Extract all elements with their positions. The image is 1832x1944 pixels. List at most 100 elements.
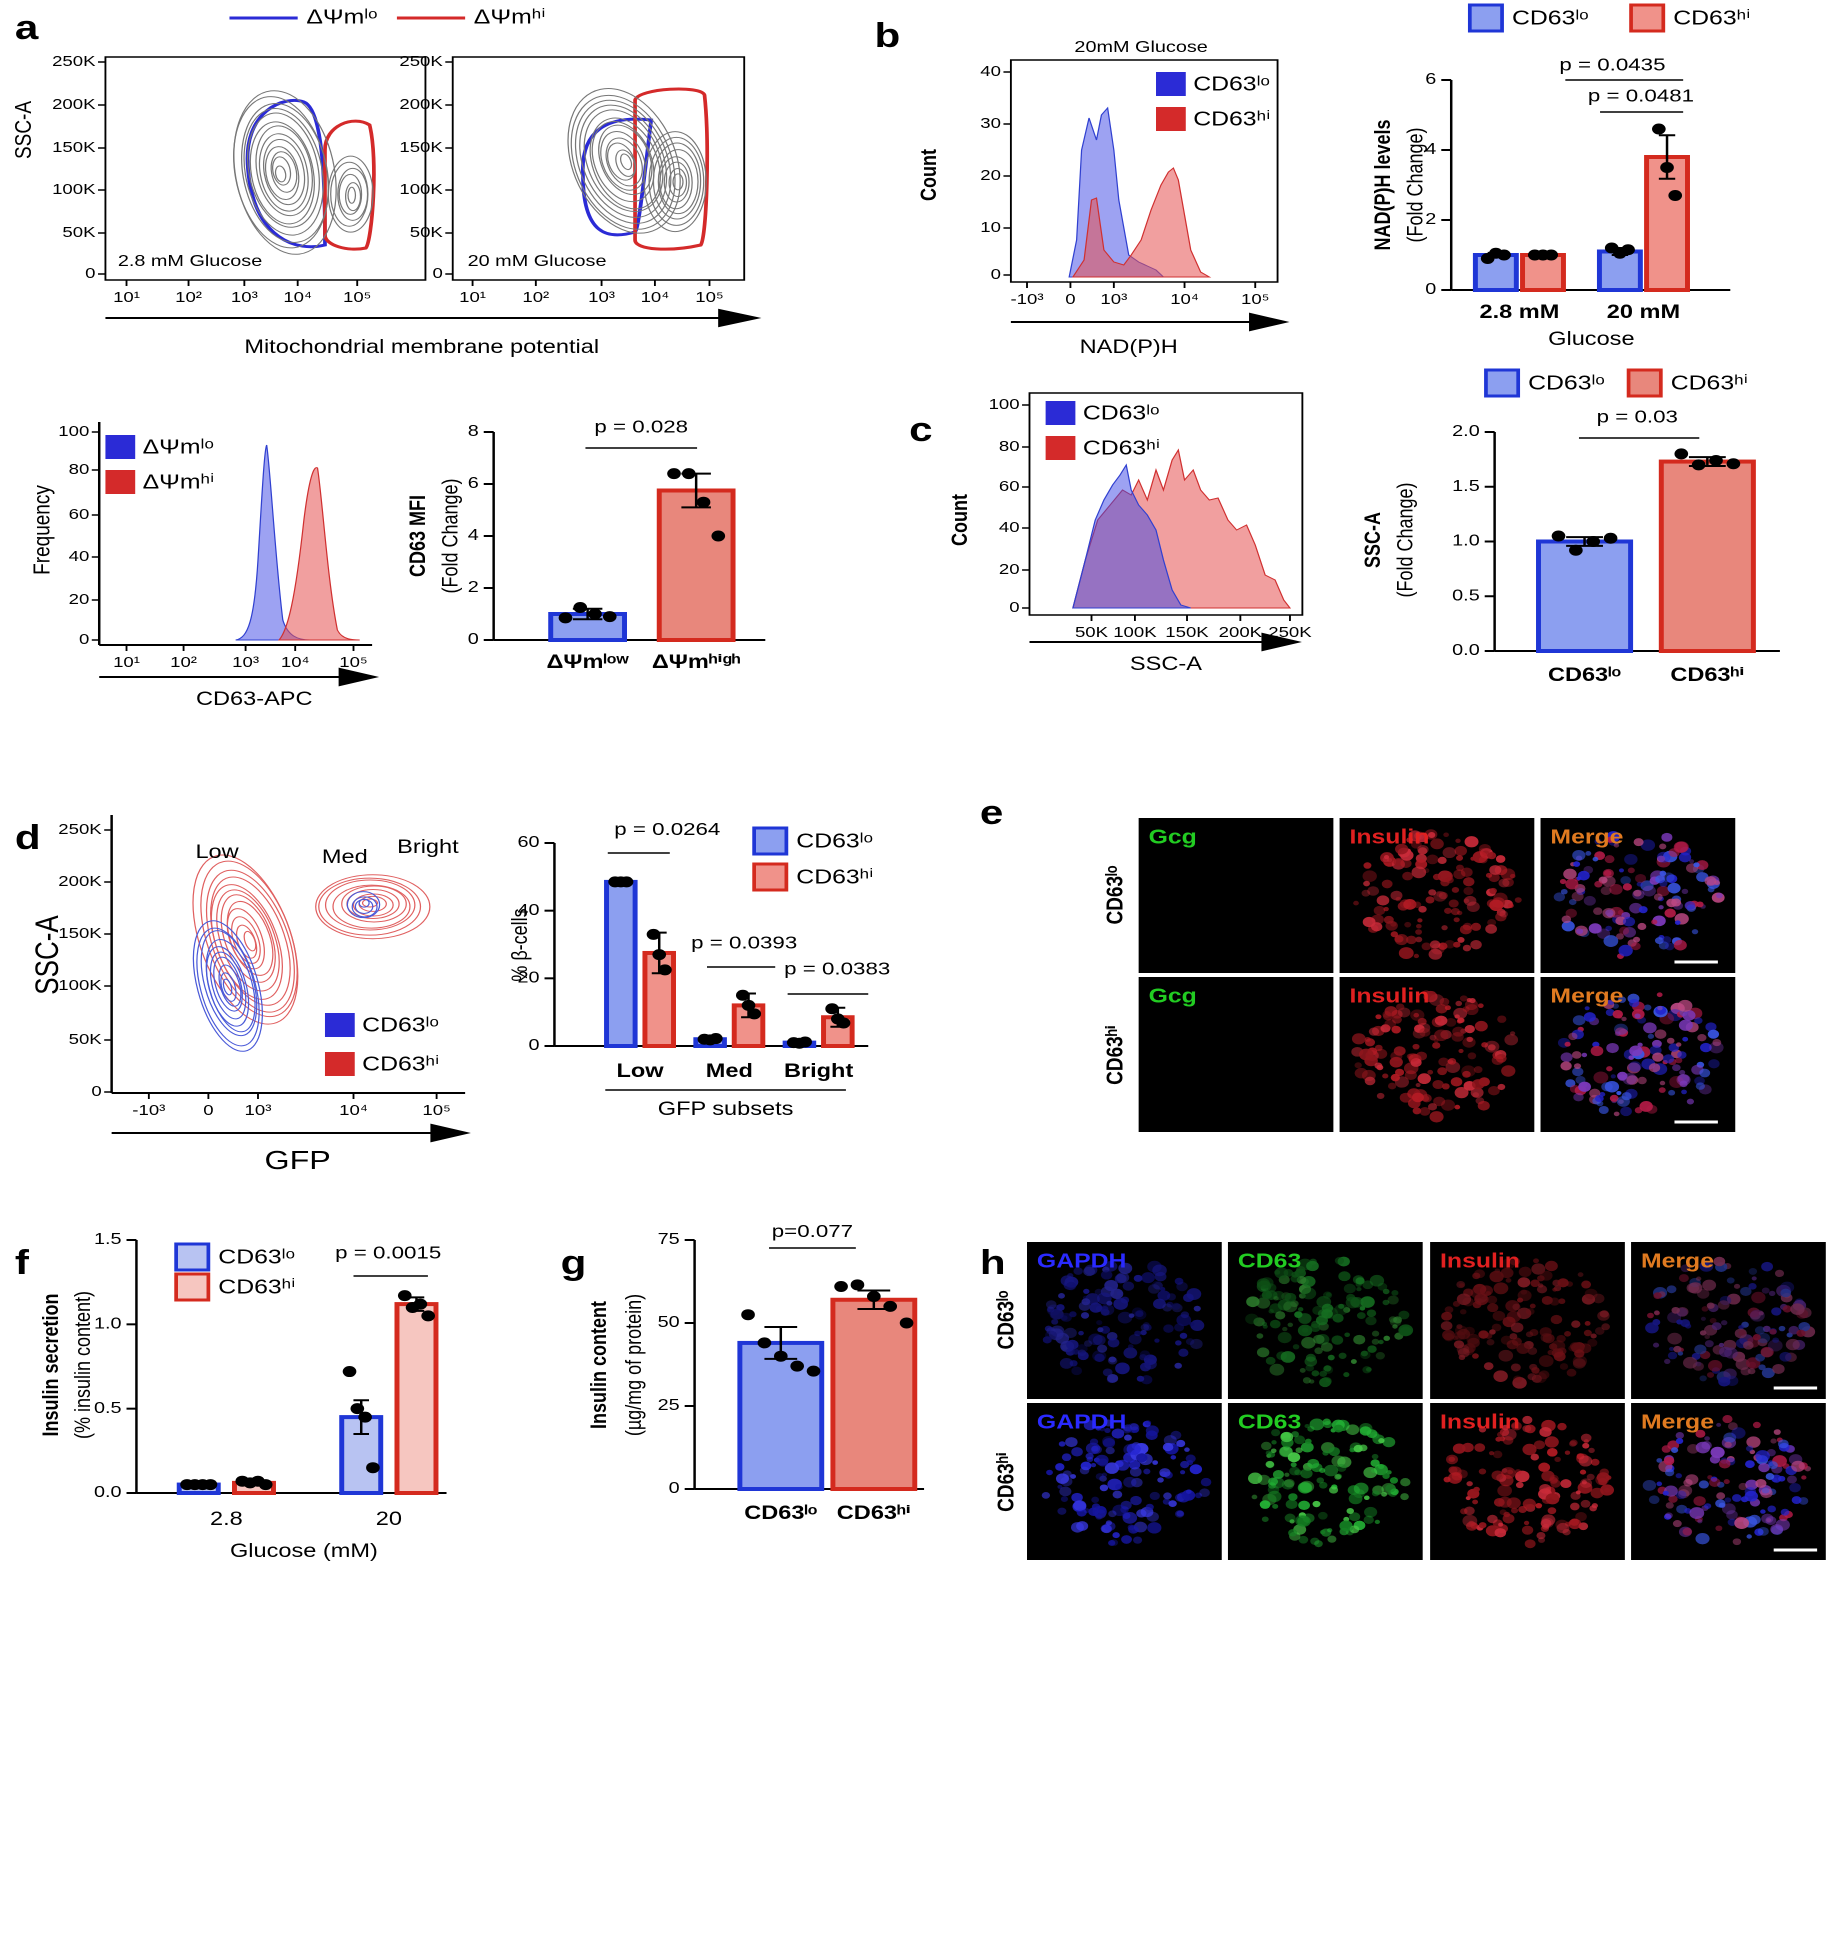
cell [1782, 1305, 1792, 1313]
cell [1683, 1479, 1693, 1487]
cell [1707, 1360, 1723, 1372]
cell [1411, 1092, 1424, 1103]
cell [1157, 1477, 1164, 1483]
cell [1769, 1328, 1777, 1335]
cell [1488, 1085, 1500, 1096]
cell [1077, 1351, 1089, 1361]
cell [1363, 880, 1370, 887]
cell [1785, 1338, 1800, 1351]
cell [1618, 944, 1633, 957]
cell [1452, 1335, 1459, 1341]
cell [1457, 1017, 1465, 1024]
cell [1794, 1298, 1804, 1306]
cell [1573, 1063, 1582, 1070]
cell [1629, 1045, 1643, 1057]
cell [1593, 1071, 1609, 1084]
row-label: CD63ʰⁱ [1102, 1025, 1128, 1085]
cell [1462, 1346, 1474, 1356]
data-point [850, 1279, 865, 1291]
cell [1152, 1264, 1167, 1277]
cell [1359, 1422, 1373, 1434]
y-tick-label: 0 [85, 265, 95, 282]
cell [1462, 944, 1472, 952]
cell [1630, 942, 1641, 951]
x-tick-label: 20 mM [1607, 301, 1680, 322]
cell [1584, 1321, 1591, 1326]
cell [1320, 1376, 1332, 1386]
cell [1163, 1324, 1174, 1333]
panel-letter: c [909, 411, 932, 449]
cell [1351, 1033, 1366, 1045]
cell [1762, 1325, 1771, 1333]
y-tick-label: 0 [432, 265, 442, 282]
cell [1371, 1338, 1380, 1345]
plot-frame [1028, 392, 1304, 616]
cell [1561, 915, 1572, 924]
cell [1713, 1256, 1726, 1267]
cell [1463, 877, 1475, 887]
channel-label: GAPDH [1037, 1411, 1127, 1433]
cell [1050, 1308, 1064, 1320]
cell [1200, 1477, 1212, 1487]
cells [1645, 1256, 1816, 1387]
cell [1724, 1441, 1732, 1448]
contour [347, 186, 357, 204]
cell [1462, 1070, 1471, 1078]
cell [1522, 1498, 1536, 1510]
cell [1497, 1431, 1505, 1438]
cell [1663, 1513, 1672, 1520]
cell [1798, 1307, 1812, 1319]
data-point [573, 602, 588, 613]
cell [1317, 1309, 1329, 1318]
cell [1659, 843, 1667, 850]
cell [1594, 1094, 1604, 1103]
cell [1755, 1478, 1767, 1488]
x-tick-label: 10⁴ [1170, 291, 1199, 308]
cell [1428, 889, 1437, 896]
cell [1134, 1330, 1142, 1337]
cell [1647, 1312, 1654, 1319]
cell [1178, 1348, 1189, 1357]
channel-label: Merge [1641, 1411, 1714, 1433]
cell [1699, 1084, 1712, 1095]
cell [1499, 910, 1508, 918]
cell [1427, 832, 1436, 838]
cell [1129, 1467, 1142, 1477]
y-axis-title: (Fold Change) [1404, 128, 1428, 243]
histogram [1072, 463, 1191, 609]
cell [1100, 1270, 1113, 1280]
cell [1294, 1469, 1302, 1476]
contour [574, 99, 672, 224]
cell [1364, 1506, 1378, 1518]
cell [1393, 1046, 1406, 1056]
cell [1298, 1535, 1309, 1544]
cell [1283, 1269, 1294, 1277]
cell [1102, 1368, 1113, 1377]
cell [1309, 1258, 1317, 1265]
p-value: p = 0.028 [594, 418, 688, 438]
cell [1747, 1307, 1760, 1318]
cell [1487, 918, 1497, 927]
cell [1667, 1351, 1678, 1360]
cell [1460, 1508, 1468, 1515]
cell [1551, 1348, 1564, 1358]
y-axis-title: SSC-A [30, 915, 66, 995]
cell [1516, 1343, 1530, 1354]
cell [1168, 1500, 1177, 1508]
cell [1588, 1447, 1595, 1454]
legend-label: CD63ˡᵒ [796, 830, 873, 852]
cell [1561, 920, 1575, 932]
cell [1277, 1299, 1292, 1311]
cell [1245, 1313, 1259, 1325]
cell [1060, 1312, 1072, 1322]
cell [1427, 993, 1436, 1001]
contour [346, 891, 381, 919]
cell [1580, 1433, 1592, 1443]
cell [1478, 1468, 1487, 1475]
contour [345, 182, 362, 212]
cell [1170, 1455, 1177, 1460]
cell [1502, 877, 1514, 888]
cell [1472, 1301, 1482, 1309]
plot-frame [1009, 59, 1279, 283]
cell [1171, 1302, 1181, 1310]
